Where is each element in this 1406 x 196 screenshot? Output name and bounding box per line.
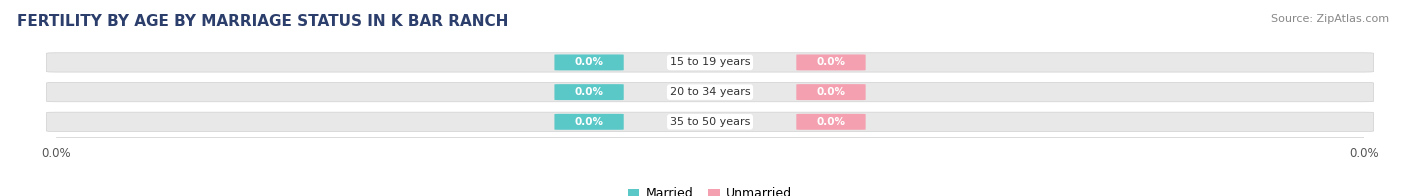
Text: 0.0%: 0.0% <box>817 117 845 127</box>
Text: 0.0%: 0.0% <box>575 117 603 127</box>
FancyBboxPatch shape <box>796 84 866 100</box>
FancyBboxPatch shape <box>46 83 1374 102</box>
Text: 35 to 50 years: 35 to 50 years <box>669 117 751 127</box>
FancyBboxPatch shape <box>554 84 624 100</box>
FancyBboxPatch shape <box>796 114 866 130</box>
Text: FERTILITY BY AGE BY MARRIAGE STATUS IN K BAR RANCH: FERTILITY BY AGE BY MARRIAGE STATUS IN K… <box>17 14 508 29</box>
FancyBboxPatch shape <box>554 54 624 70</box>
Text: 15 to 19 years: 15 to 19 years <box>669 57 751 67</box>
Text: 20 to 34 years: 20 to 34 years <box>669 87 751 97</box>
FancyBboxPatch shape <box>796 54 866 70</box>
Text: Source: ZipAtlas.com: Source: ZipAtlas.com <box>1271 14 1389 24</box>
FancyBboxPatch shape <box>46 53 1374 72</box>
FancyBboxPatch shape <box>46 112 1374 132</box>
Text: 0.0%: 0.0% <box>817 87 845 97</box>
Text: 0.0%: 0.0% <box>817 57 845 67</box>
Text: 0.0%: 0.0% <box>575 87 603 97</box>
FancyBboxPatch shape <box>554 114 624 130</box>
Text: 0.0%: 0.0% <box>575 57 603 67</box>
Legend: Married, Unmarried: Married, Unmarried <box>623 182 797 196</box>
